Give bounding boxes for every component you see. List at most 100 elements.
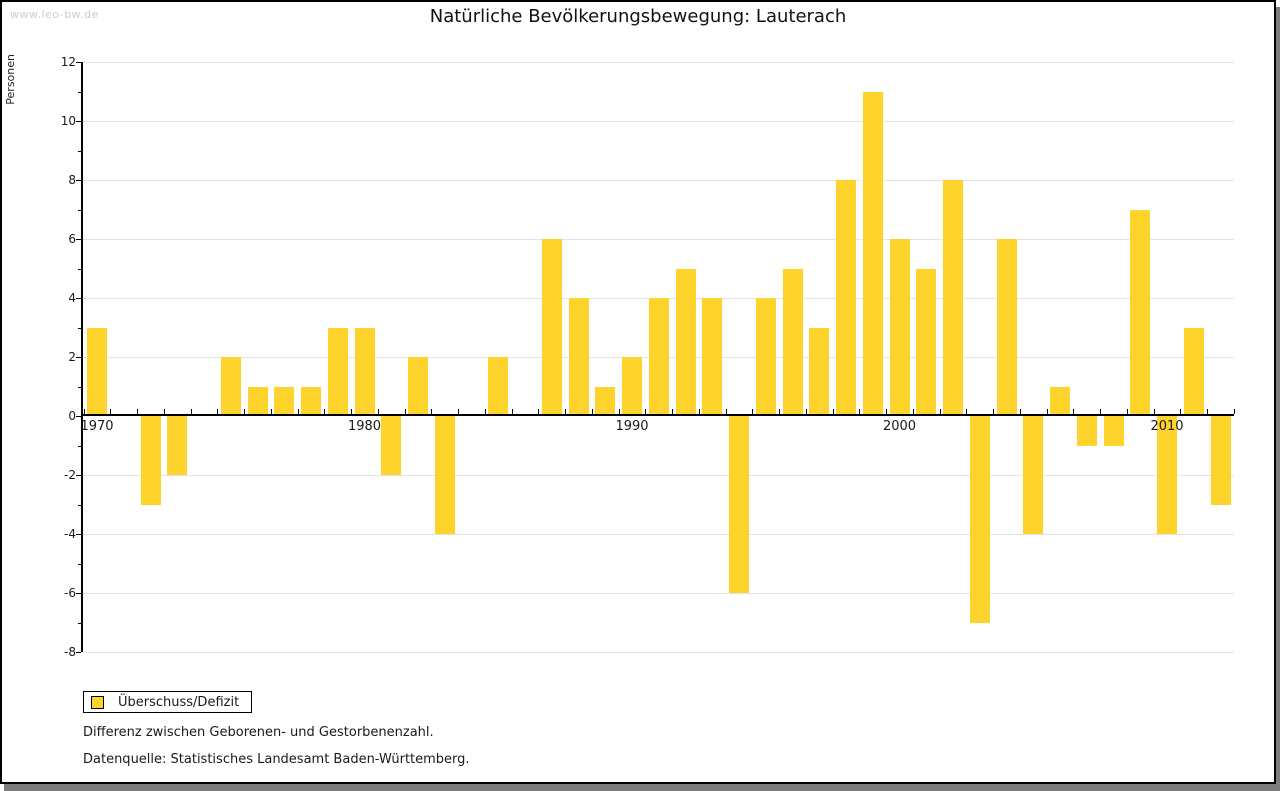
bar-2008	[1103, 416, 1124, 446]
y-minor-tick--5	[78, 563, 81, 565]
bar-1996	[782, 268, 803, 416]
bar-1983	[434, 416, 455, 534]
y-axis-label-2: 2	[68, 350, 76, 364]
footnote-definition: Differenz zwischen Geborenen- und Gestor…	[83, 725, 434, 740]
x-axis-label-1970: 1970	[80, 419, 114, 434]
bar-2006	[1050, 386, 1070, 416]
y-minor-tick--3	[78, 504, 81, 506]
x-tick-11	[377, 409, 379, 414]
page-title: Natürliche Bevölkerungsbewegung: Lautera…	[429, 6, 847, 27]
x-tick-15	[484, 409, 486, 414]
gridline-y6	[82, 239, 1234, 240]
y-axis-label-10: 10	[60, 114, 76, 128]
bar-2009	[1130, 209, 1151, 416]
y-axis-label--4: -4	[64, 527, 76, 541]
y-minor-tick-7	[78, 209, 81, 211]
y-minor-tick-1	[78, 386, 81, 388]
x-tick-31	[912, 409, 914, 414]
gridline-y-6	[82, 593, 1234, 594]
bar-1991	[648, 298, 669, 416]
bar-1976	[247, 386, 268, 416]
x-tick-17	[538, 409, 540, 414]
y-axis-label-8: 8	[68, 173, 76, 187]
x-tick-35	[1019, 409, 1021, 414]
bar-1995	[755, 298, 776, 416]
bar-2002	[943, 180, 963, 416]
x-tick-41	[1180, 409, 1182, 414]
x-tick-24	[725, 409, 727, 414]
x-tick-38	[1100, 409, 1102, 414]
legend: Überschuss/Defizit	[83, 691, 252, 713]
y-major-tick--6	[76, 593, 81, 594]
legend-label: Überschuss/Defizit	[118, 694, 240, 710]
x-tick-34	[993, 409, 995, 414]
x-axis-line	[81, 414, 1234, 416]
x-tick-6	[244, 409, 246, 414]
gridline-y-8	[82, 652, 1234, 653]
bar-1982	[408, 357, 428, 416]
x-tick-32	[939, 409, 941, 414]
bar-1973	[167, 416, 188, 475]
y-major-tick-12	[76, 62, 81, 63]
x-tick-16	[511, 409, 513, 414]
y-major-tick-2	[76, 357, 81, 358]
bar-2010	[1157, 416, 1177, 534]
gridline-y10	[82, 121, 1234, 122]
y-major-tick-6	[76, 239, 81, 240]
gridline-y-4	[82, 534, 1234, 535]
bar-1999	[862, 91, 883, 416]
x-tick-28	[832, 409, 834, 414]
y-minor-tick--7	[78, 622, 81, 624]
gridline-y12	[82, 62, 1234, 63]
bar-2007	[1076, 416, 1097, 446]
bar-2001	[916, 268, 937, 416]
y-axis-label--8: -8	[64, 645, 76, 659]
x-axis-label-1980: 1980	[347, 419, 382, 434]
y-minor-tick-11	[78, 91, 81, 93]
bar-chart-plot-area: -8 -6 -4 -2 0 2 4 6 8 10 12 1970 1980 1990 2000 2010	[2, 2, 1274, 782]
y-axis-label--2: -2	[64, 468, 76, 482]
x-tick-27	[805, 409, 807, 414]
bar-1997	[809, 327, 830, 416]
x-tick-1	[110, 409, 112, 414]
bar-2000	[889, 239, 910, 416]
bar-2011	[1183, 327, 1204, 416]
x-tick-26	[779, 409, 781, 414]
bar-1985	[488, 357, 509, 416]
bar-2012	[1210, 416, 1231, 505]
x-tick-40	[1153, 409, 1155, 414]
bar-1990	[622, 357, 642, 416]
y-minor-tick-5	[78, 268, 81, 270]
x-tick-21	[645, 409, 647, 414]
bar-1979	[327, 327, 348, 416]
bar-1981	[381, 416, 402, 475]
x-tick-7	[270, 409, 272, 414]
y-major-tick--2	[76, 475, 81, 476]
x-tick-37	[1073, 409, 1075, 414]
y-major-tick-10	[76, 121, 81, 122]
y-axis-label-6: 6	[68, 232, 76, 246]
y-major-tick-8	[76, 180, 81, 181]
y-major-tick--4	[76, 534, 81, 535]
x-tick-10	[351, 409, 353, 414]
bar-1977	[274, 386, 295, 416]
footnote-datasource: Datenquelle: Statistisches Landesamt Bad…	[83, 752, 470, 767]
bar-1989	[595, 386, 616, 416]
x-tick-23	[698, 409, 700, 414]
x-tick-13	[431, 409, 433, 414]
x-tick-9	[324, 409, 326, 414]
y-minor-tick--1	[78, 445, 81, 447]
bar-1993	[702, 298, 723, 416]
x-axis-label-1990: 1990	[615, 419, 649, 434]
bar-1980	[354, 327, 375, 416]
x-tick-5	[217, 409, 219, 414]
x-tick-18	[565, 409, 567, 414]
x-axis-label-2000: 2000	[882, 419, 917, 434]
x-tick-12	[404, 409, 406, 414]
y-axis-label-12: 12	[60, 55, 76, 69]
y-axis-label-4: 4	[68, 291, 76, 305]
x-axis-label-2010: 2010	[1150, 419, 1184, 434]
bar-1992	[675, 268, 696, 416]
x-tick-20	[618, 409, 620, 414]
x-tick-8	[297, 409, 299, 414]
